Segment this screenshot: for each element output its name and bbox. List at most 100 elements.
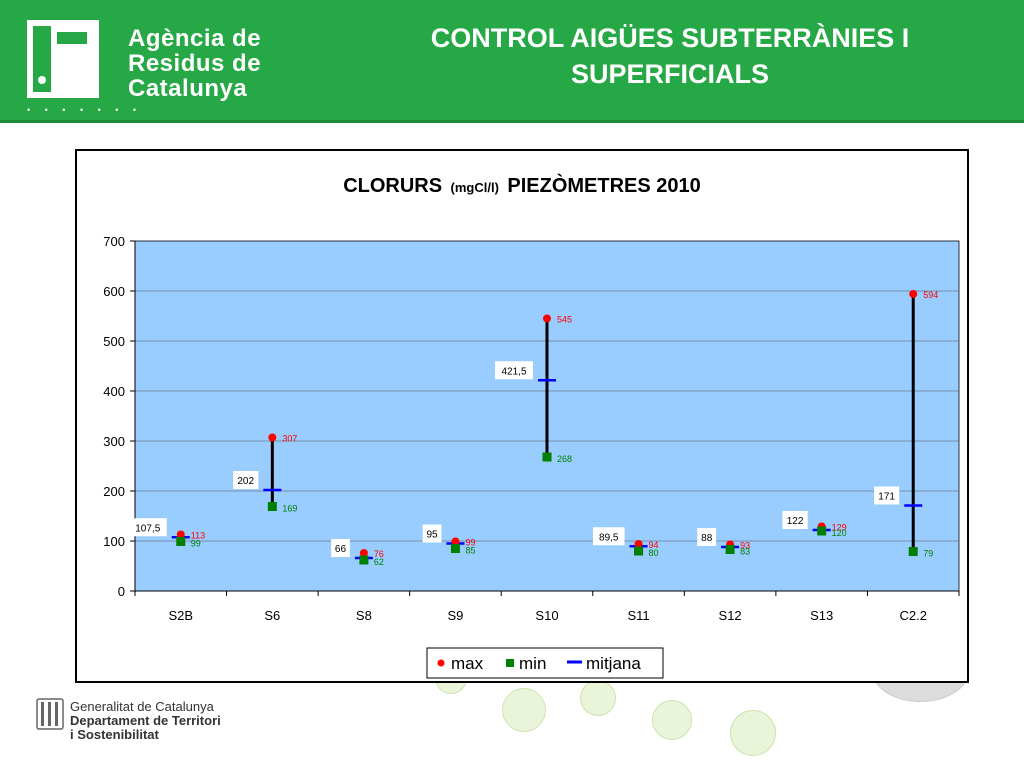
- mitjana-data-label: 95: [426, 530, 438, 541]
- chart-canvas: CLORURS (mgCl/l) PIEZÒMETRES 2010 0 100 20…: [103, 173, 960, 679]
- generalitat-logo-icon: [36, 698, 64, 730]
- y-tick-label: 600: [103, 284, 125, 299]
- min-data-label: 83: [740, 547, 750, 557]
- y-tick-label: 200: [103, 484, 125, 499]
- mitjana-label-box: [495, 361, 533, 380]
- max-data-label: 594: [923, 290, 938, 300]
- min-point: [908, 547, 918, 556]
- max-point: [909, 290, 918, 298]
- max-point: [451, 537, 460, 546]
- min-point: [542, 452, 552, 462]
- decorative-circle: [502, 688, 546, 732]
- x-tick-label: S2B: [168, 608, 193, 623]
- max-data-label: 99: [465, 538, 475, 548]
- max-point: [268, 433, 277, 442]
- agency-name-line3: Catalunya: [128, 75, 248, 102]
- mitjana-data-label: 202: [237, 476, 254, 487]
- min-point: [267, 502, 277, 511]
- min-data-label: 268: [557, 454, 572, 464]
- chart-frame: CLORURS (mgCl/l) PIEZÒMETRES 2010 0 100 20…: [75, 149, 969, 683]
- min-point: [359, 555, 369, 565]
- page-title-line1: CONTROL AIGÜES SUBTERRÀNIES I: [430, 23, 910, 53]
- agency-name: Agència de Residus de Catalunya: [128, 26, 261, 101]
- chart-title-unit: (mgCl/l): [451, 180, 499, 195]
- max-point: [176, 530, 185, 539]
- min-point: [634, 546, 644, 556]
- mitjana-label-box: [331, 539, 350, 557]
- footer-department: Generalitat de Catalunya Departament de …: [70, 700, 221, 742]
- x-tick-label: S6: [264, 608, 280, 623]
- footer-line3: i Sostenibilitat: [70, 727, 159, 742]
- x-tick-label: S13: [810, 608, 833, 623]
- arc-logo-icon: [27, 20, 99, 98]
- mitjana-data-label: 107,5: [135, 523, 160, 534]
- data-marks: 11399107,5307169202766266998595545268421…: [128, 290, 938, 567]
- agency-name-line2: Residus de: [128, 50, 262, 77]
- legend-mitjana-label: mitjana: [586, 654, 641, 673]
- decorative-circle: [652, 700, 692, 740]
- min-data-label: 99: [191, 539, 201, 549]
- legend-max-label: max: [451, 654, 484, 673]
- mitjana-data-label: 171: [878, 492, 895, 503]
- mitjana-data-label: 122: [787, 516, 804, 527]
- y-tick-label: 300: [103, 434, 125, 449]
- mitjana-data-label: 421,5: [501, 366, 526, 377]
- legend: max min mitjana: [426, 647, 664, 679]
- max-point: [543, 314, 551, 323]
- chart-title-main: CLORURS: [343, 175, 442, 197]
- mitjana-label-box: [874, 486, 900, 505]
- min-data-label: 85: [465, 546, 475, 556]
- min-point: [725, 545, 735, 554]
- min-data-label: 80: [649, 548, 659, 558]
- max-data-label: 94: [649, 540, 659, 550]
- min-data-label: 120: [832, 528, 847, 538]
- max-data-label: 93: [740, 541, 750, 551]
- max-point: [634, 540, 643, 548]
- chart-title-rest: PIEZÒMETRES 2010: [507, 173, 700, 197]
- min-point: [176, 537, 186, 546]
- mitjana-label-box: [697, 528, 717, 546]
- footer-line2: Departament de Territori: [70, 713, 221, 728]
- min-data-label: 62: [374, 557, 384, 567]
- x-axis: S2B S6 S8 S9 S10 S11 S12 S13 C2.2: [134, 590, 960, 623]
- x-tick-label: S9: [447, 608, 463, 623]
- mitjana-label-box: [128, 518, 167, 537]
- header-divider: [0, 120, 1024, 123]
- header-banner: [0, 0, 1024, 120]
- y-tick-label: 400: [103, 384, 125, 399]
- max-data-label: 129: [832, 523, 847, 533]
- min-data-label: 79: [923, 549, 933, 559]
- y-tick-label: 700: [103, 234, 125, 249]
- max-data-label: 76: [374, 549, 384, 559]
- y-tick-label: 500: [103, 334, 125, 349]
- mitjana-label-box: [422, 524, 442, 543]
- mitjana-label-box: [592, 527, 625, 546]
- x-tick-label: C2.2: [899, 608, 926, 623]
- decorative-circle: [580, 680, 616, 716]
- mitjana-data-label: 88: [701, 533, 713, 544]
- legend-min-label: min: [519, 654, 546, 673]
- y-axis: 0 100 200 300 400 500 600 700: [103, 234, 136, 599]
- min-point: [450, 544, 460, 553]
- mitjana-label-box: [233, 471, 259, 489]
- agency-name-line1: Agència de: [128, 25, 262, 52]
- x-tick-label: S8: [356, 608, 372, 623]
- min-data-label: 169: [282, 504, 297, 514]
- max-data-label: 113: [191, 531, 205, 541]
- y-tick-label: 100: [103, 534, 125, 549]
- legend-max-marker: [437, 659, 445, 667]
- y-tick-label: 0: [118, 584, 125, 599]
- max-data-label: 545: [557, 315, 572, 325]
- max-point: [359, 549, 368, 557]
- chart-title: CLORURS (mgCl/l) PIEZÒMETRES 2010: [343, 173, 701, 197]
- page-title: CONTROL AIGÜES SUBTERRÀNIES I SUPERFICIA…: [330, 20, 1010, 92]
- x-tick-label: S11: [627, 608, 649, 623]
- max-data-label: 307: [282, 434, 297, 444]
- logo-dots: • • • • • • •: [27, 105, 143, 115]
- mitjana-data-label: 66: [335, 544, 347, 555]
- page-title-line2: SUPERFICIALS: [570, 59, 770, 89]
- footer-line1: Generalitat de Catalunya: [70, 699, 214, 714]
- min-point: [817, 526, 827, 536]
- legend-box: [426, 647, 664, 679]
- legend-min-marker: [506, 659, 514, 667]
